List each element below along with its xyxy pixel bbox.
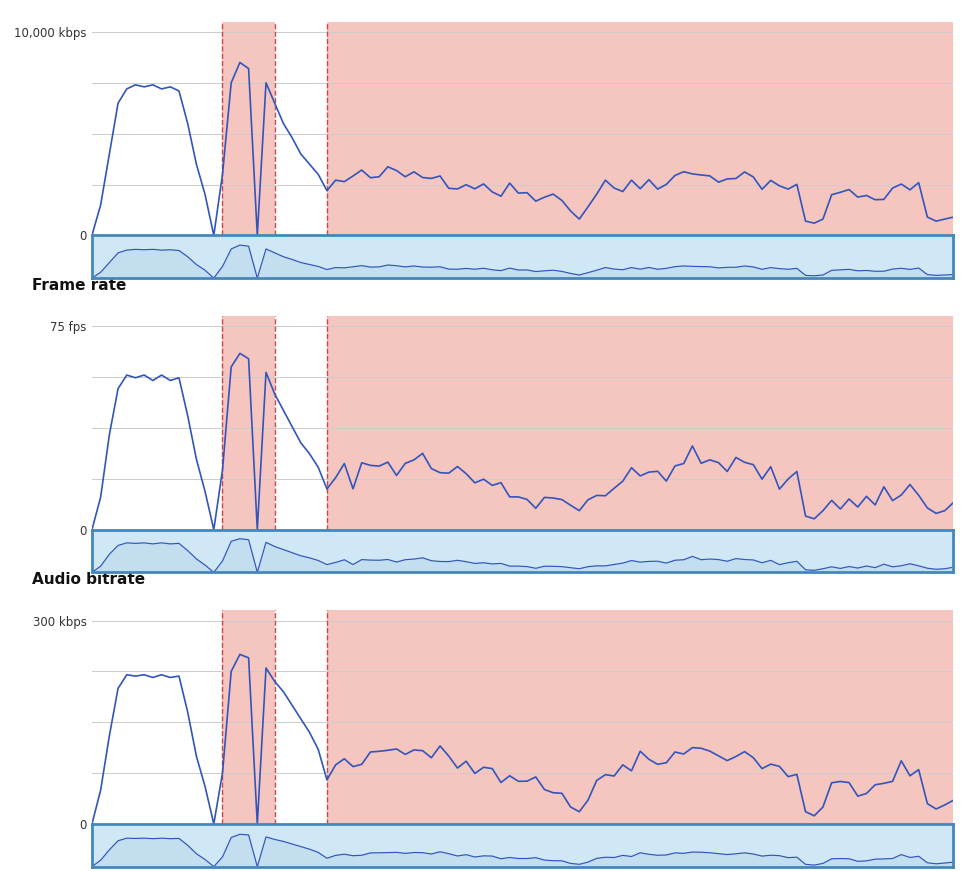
Bar: [223, 22, 275, 235]
Bar: [223, 316, 275, 530]
Bar: [327, 316, 953, 530]
Bar: [327, 611, 953, 824]
Bar: [223, 611, 275, 824]
Text: Frame rate: Frame rate: [32, 278, 126, 293]
Text: Audio bitrate: Audio bitrate: [32, 572, 145, 587]
Bar: [327, 22, 953, 235]
